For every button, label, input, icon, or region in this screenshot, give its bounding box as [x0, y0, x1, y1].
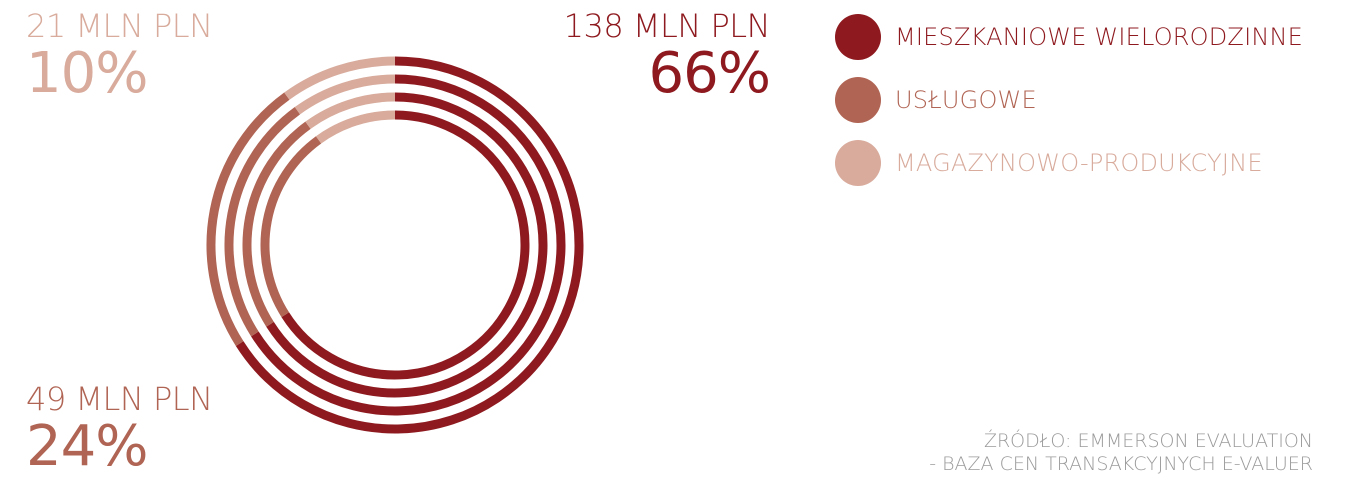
label-mieszkaniowe-pct: 66% — [648, 41, 771, 106]
legend-label-uslugowe: USŁUGOWE — [895, 86, 1037, 114]
donut-chart — [206, 56, 584, 434]
source-line-2: - BAZA CEN TRANSAKCYJNYCH E-VALUER — [929, 453, 1313, 475]
legend-label-magazynowe: MAGAZYNOWO-PRODUKCYJNE — [895, 149, 1263, 177]
ring-3-segment-uslugowe — [242, 121, 311, 327]
legend-dot-uslugowe — [835, 77, 881, 123]
ring-1-segment-mieszkaniowe — [235, 56, 584, 434]
source-note: ŹRÓDŁO: EMMERSON EVALUATION - BAZA CEN T… — [929, 430, 1313, 476]
label-magazynowe-pct: 10% — [26, 41, 148, 106]
ring-3-segment-magazynowe — [305, 92, 396, 129]
label-uslugowe: 49 MLN PLN 24% — [26, 383, 213, 475]
legend: MIESZKANIOWE WIELORODZINNE USŁUGOWE MAGA… — [835, 14, 1303, 203]
label-magazynowe: 21 MLN PLN 10% — [26, 10, 213, 102]
label-uslugowe-amount: 49 MLN PLN — [26, 380, 213, 418]
legend-label-mieszkaniowe: MIESZKANIOWE WIELORODZINNE — [895, 23, 1304, 51]
legend-item-mieszkaniowe: MIESZKANIOWE WIELORODZINNE — [835, 14, 1303, 60]
ring-4-segment-uslugowe — [260, 136, 322, 318]
legend-dot-mieszkaniowe — [835, 14, 881, 60]
ring-4-segment-mieszkaniowe — [281, 110, 530, 380]
ring-1-segment-magazynowe — [284, 56, 396, 100]
ring-2-segment-magazynowe — [294, 74, 396, 115]
label-magazynowe-amount: 21 MLN PLN — [26, 7, 213, 45]
ring-3-segment-mieszkaniowe — [266, 92, 548, 398]
legend-item-uslugowe: USŁUGOWE — [835, 77, 1303, 123]
legend-dot-magazynowe — [835, 140, 881, 186]
label-mieszkaniowe: 138 MLN PLN 66% — [563, 7, 771, 106]
ring-1-segment-uslugowe — [206, 92, 290, 346]
legend-item-magazynowe: MAGAZYNOWO-PRODUKCYJNE — [835, 140, 1303, 186]
source-line-1: ŹRÓDŁO: EMMERSON EVALUATION — [983, 430, 1313, 452]
label-mieszkaniowe-amount: 138 MLN PLN — [563, 7, 771, 45]
ring-2-segment-mieszkaniowe — [251, 74, 566, 416]
label-uslugowe-pct: 24% — [26, 414, 148, 479]
ring-4-segment-magazynowe — [315, 110, 396, 144]
ring-2-segment-uslugowe — [224, 107, 301, 337]
